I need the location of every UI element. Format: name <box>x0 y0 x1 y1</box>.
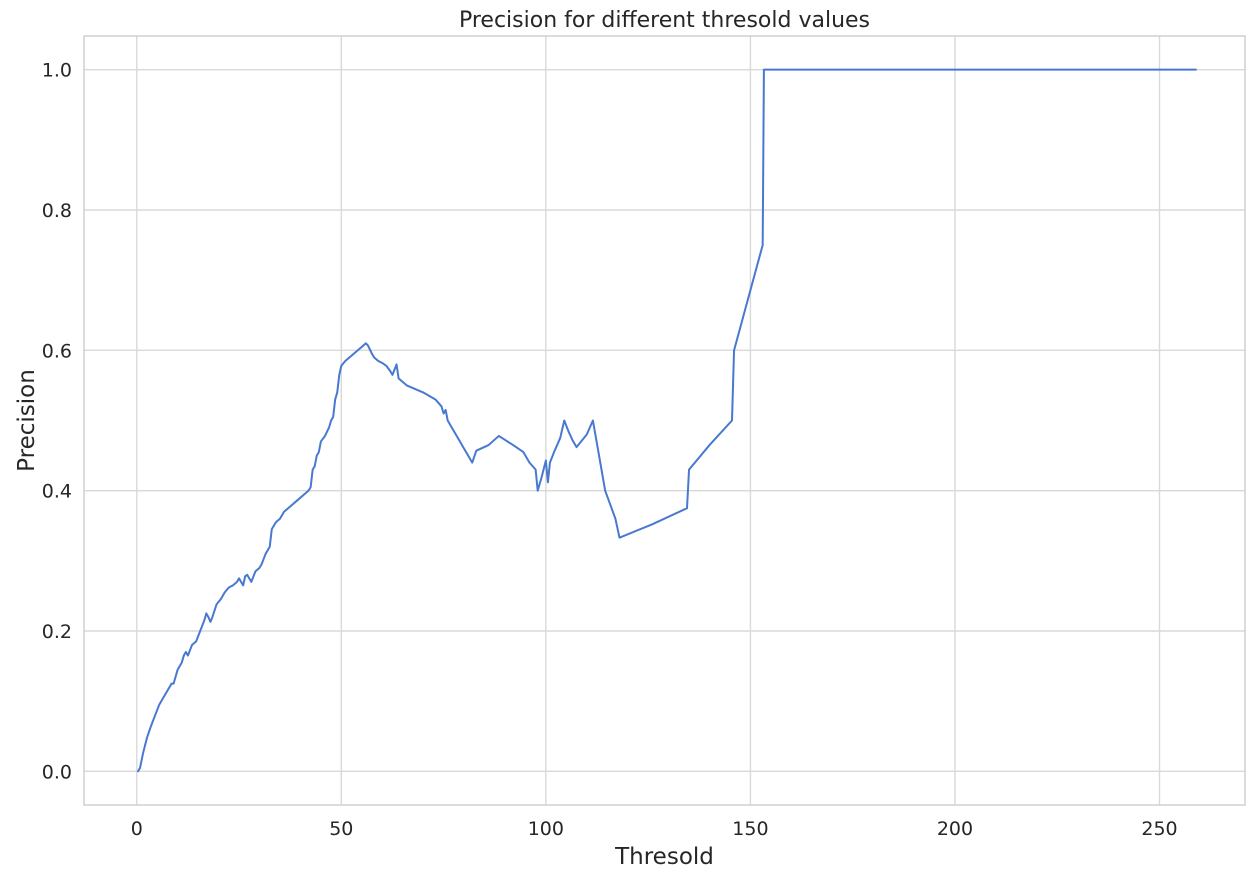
y-tick-label: 0.2 <box>42 621 72 643</box>
y-tick-label: 0.0 <box>42 761 72 783</box>
x-tick-label: 250 <box>1141 818 1177 840</box>
y-tick-label: 0.4 <box>42 481 72 503</box>
y-axis-title: Precision <box>14 369 40 472</box>
y-tick-label: 0.8 <box>42 200 72 222</box>
plot-frame <box>83 35 1246 806</box>
series-lines <box>137 68 1197 773</box>
y-tick-label: 0.6 <box>42 340 72 362</box>
x-tick-label: 150 <box>732 818 768 840</box>
tick-labels: 0 50 100 150 200 250 0.0 0.2 0.4 0.6 0.8 1.0 <box>42 60 1178 840</box>
chart-title: Precision for different thresold values <box>459 8 870 33</box>
x-axis-title: Thresold <box>614 844 714 870</box>
x-tick-label: 200 <box>937 818 973 840</box>
grid-lines <box>84 36 1245 805</box>
y-tick-label: 1.0 <box>42 60 72 82</box>
x-tick-label: 100 <box>528 818 564 840</box>
x-tick-label: 0 <box>131 818 143 840</box>
precision-series-line <box>137 68 1197 773</box>
x-tick-label: 50 <box>329 818 353 840</box>
